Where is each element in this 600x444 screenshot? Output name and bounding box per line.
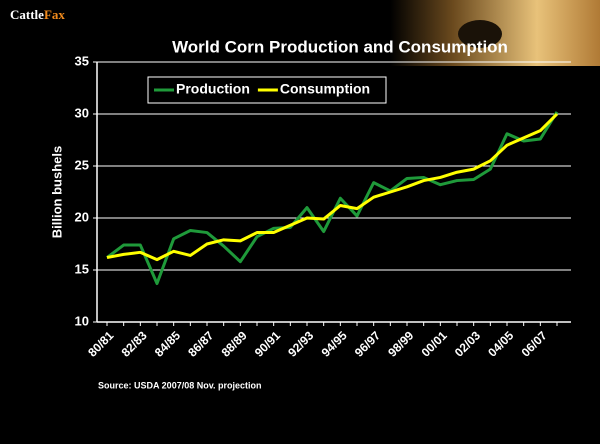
logo-part: Cattle <box>10 7 44 22</box>
cow-silhouette <box>458 20 502 48</box>
chart-title: World Corn Production and Consumption <box>172 37 508 56</box>
source-note: Source: USDA 2007/08 Nov. projection <box>98 380 262 390</box>
logo-part: Fax <box>44 7 65 22</box>
x-tick-label: 88/89 <box>219 328 250 359</box>
x-tick-label: 90/91 <box>252 328 283 359</box>
x-tick-label: 04/05 <box>485 328 516 359</box>
x-tick-label: 00/01 <box>419 328 450 359</box>
y-axis-label: Billion bushels <box>49 146 64 238</box>
y-tick-label: 30 <box>75 105 89 120</box>
x-tick-label: 82/83 <box>119 328 150 359</box>
y-tick-label: 15 <box>75 261 89 276</box>
x-tick-label: 06/07 <box>519 328 550 359</box>
x-tick-label: 80/81 <box>85 328 116 359</box>
y-tick-label: 35 <box>75 53 89 68</box>
x-tick-label: 92/93 <box>285 328 316 359</box>
data-line <box>106 112 559 262</box>
x-tick-label: 84/85 <box>152 328 183 359</box>
x-tick-label: 98/99 <box>385 328 416 359</box>
x-tick-label: 02/03 <box>452 328 483 359</box>
x-tick-label: 86/87 <box>185 328 216 359</box>
data-line <box>106 111 559 286</box>
y-tick-label: 25 <box>75 157 89 172</box>
y-tick-label: 20 <box>75 209 89 224</box>
y-tick-label: 10 <box>75 313 89 328</box>
x-tick-label: 96/97 <box>352 328 383 359</box>
logo: CattleFax <box>10 7 65 22</box>
x-tick-label: 94/95 <box>319 328 350 359</box>
legend-label: Consumption <box>280 81 370 97</box>
legend-label: Production <box>176 81 250 97</box>
